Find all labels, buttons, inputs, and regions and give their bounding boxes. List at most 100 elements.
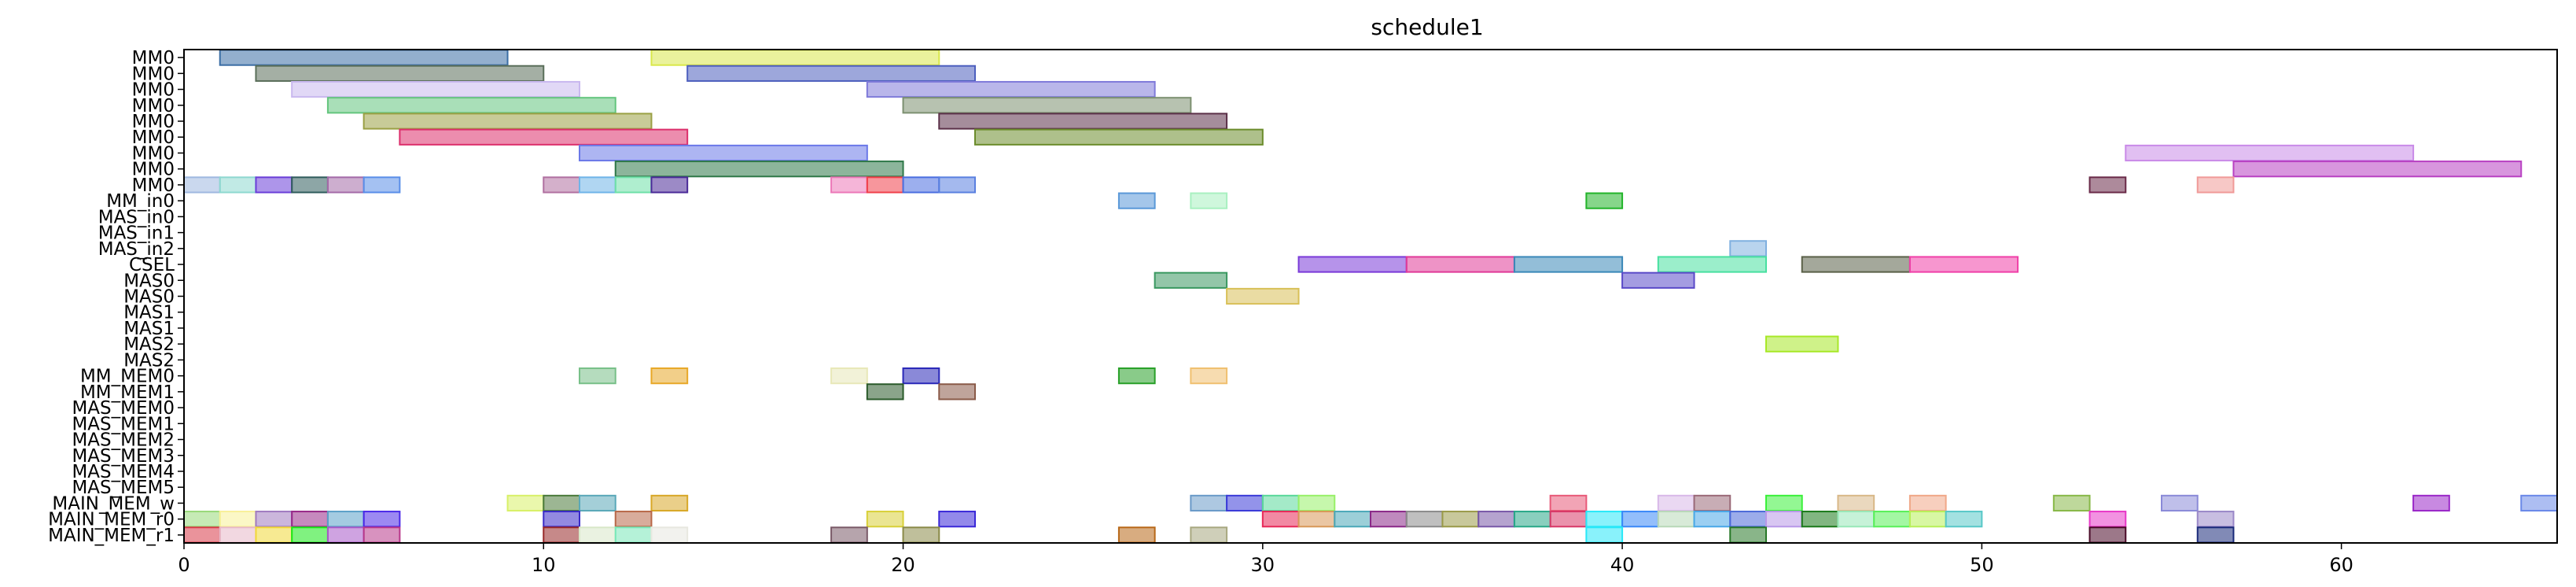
row-label: MM0 xyxy=(132,96,175,116)
task-bar xyxy=(1190,526,1228,544)
task-bar xyxy=(506,494,545,512)
task-bar xyxy=(543,176,580,194)
task-bar xyxy=(1513,256,1624,273)
row-label: MM0 xyxy=(132,48,175,68)
task-bar xyxy=(1801,256,1911,273)
task-bar xyxy=(1117,526,1156,544)
task-bar xyxy=(543,494,580,512)
task-bar xyxy=(1117,192,1156,209)
task-bar xyxy=(1908,256,2019,273)
row-label: MAS_MEM4 xyxy=(72,462,175,482)
task-bar xyxy=(902,176,940,194)
task-bar xyxy=(291,176,329,194)
task-bar xyxy=(362,526,401,544)
task-bar xyxy=(902,526,940,544)
task-bar xyxy=(183,176,221,194)
task-bar xyxy=(1190,192,1228,209)
task-bar xyxy=(1908,494,1947,512)
task-bar xyxy=(1837,511,1875,528)
task-bar xyxy=(255,65,545,82)
task-bar xyxy=(1657,511,1695,528)
task-bar xyxy=(1117,367,1156,385)
task-bar xyxy=(866,511,904,528)
task-bar xyxy=(183,526,221,544)
x-tick-label: 30 xyxy=(1251,554,1275,576)
task-bar xyxy=(2232,161,2523,178)
x-tick-label: 0 xyxy=(178,554,190,576)
row-label: MM0 xyxy=(132,64,175,84)
row-label: MAS_in0 xyxy=(98,207,175,227)
row-label: MAS_MEM0 xyxy=(72,398,175,419)
task-bar xyxy=(866,80,1156,98)
task-bar xyxy=(1478,511,1515,528)
task-bar xyxy=(1405,256,1515,273)
task-bar xyxy=(650,494,689,512)
row-label: MAS2 xyxy=(123,350,175,371)
task-bar xyxy=(902,367,940,385)
task-bar xyxy=(1441,511,1480,528)
task-bar xyxy=(614,176,653,194)
row-label: MAS_in2 xyxy=(98,239,175,260)
row-label: MM0 xyxy=(132,143,175,164)
task-bar xyxy=(326,176,365,194)
task-bar xyxy=(362,113,653,130)
task-bar xyxy=(1765,494,1803,512)
task-bar xyxy=(614,511,653,528)
task-bar xyxy=(1837,494,1875,512)
task-bar xyxy=(579,494,616,512)
task-bar xyxy=(1657,494,1695,512)
task-bar xyxy=(219,176,257,194)
task-bar xyxy=(255,511,293,528)
row-label: MAS_MEM1 xyxy=(72,414,175,434)
row-label: MAS2 xyxy=(123,334,175,355)
task-bar xyxy=(866,176,904,194)
row-label: MM0 xyxy=(132,127,175,148)
row-label: MM0 xyxy=(132,112,175,132)
row-label: MAS1 xyxy=(123,319,175,339)
task-bar xyxy=(2052,494,2091,512)
row-label: MM_MEM0 xyxy=(80,367,175,387)
task-bar xyxy=(1297,494,1336,512)
task-bar xyxy=(2088,526,2127,544)
task-bar xyxy=(2196,511,2235,528)
task-bar xyxy=(650,367,689,385)
task-bar xyxy=(1261,511,1300,528)
task-bar xyxy=(255,526,293,544)
task-bar xyxy=(255,176,293,194)
task-bar xyxy=(938,176,976,194)
task-bar xyxy=(1693,494,1731,512)
x-tick-label: 20 xyxy=(891,554,915,576)
task-bar xyxy=(1621,511,1659,528)
task-bar xyxy=(579,367,616,385)
task-bar xyxy=(362,176,401,194)
task-bar xyxy=(1585,192,1624,209)
task-bar xyxy=(543,526,580,544)
task-bar xyxy=(326,526,365,544)
row-label: MM0 xyxy=(132,80,175,101)
task-bar xyxy=(614,526,653,544)
task-bar xyxy=(579,176,616,194)
task-bar xyxy=(938,113,1228,130)
task-bar xyxy=(2125,144,2415,162)
task-bar xyxy=(362,511,401,528)
row-labels: MM0MM0MM0MM0MM0MM0MM0MM0MM0MM_in0MAS_in0… xyxy=(48,48,184,546)
task-bar xyxy=(830,526,868,544)
row-label: MM0 xyxy=(132,160,175,180)
task-bar xyxy=(650,526,689,544)
task-bar xyxy=(399,128,689,146)
row-label: MM0 xyxy=(132,175,175,196)
task-bar xyxy=(1370,511,1408,528)
row-label: MM_MEM1 xyxy=(80,382,175,403)
task-bar xyxy=(650,176,689,194)
task-bar xyxy=(326,97,616,114)
row-label: MAS_MEM3 xyxy=(72,446,175,467)
task-bar xyxy=(2196,526,2235,544)
task-bar xyxy=(866,383,904,401)
row-label: MAS_MEM5 xyxy=(72,478,175,498)
task-bar xyxy=(1765,335,1839,353)
x-tick-label: 50 xyxy=(1970,554,1994,576)
row-label: CSEL xyxy=(129,255,175,275)
task-bar xyxy=(1729,526,1767,544)
task-bar xyxy=(1693,511,1731,528)
task-bar xyxy=(2161,494,2199,512)
